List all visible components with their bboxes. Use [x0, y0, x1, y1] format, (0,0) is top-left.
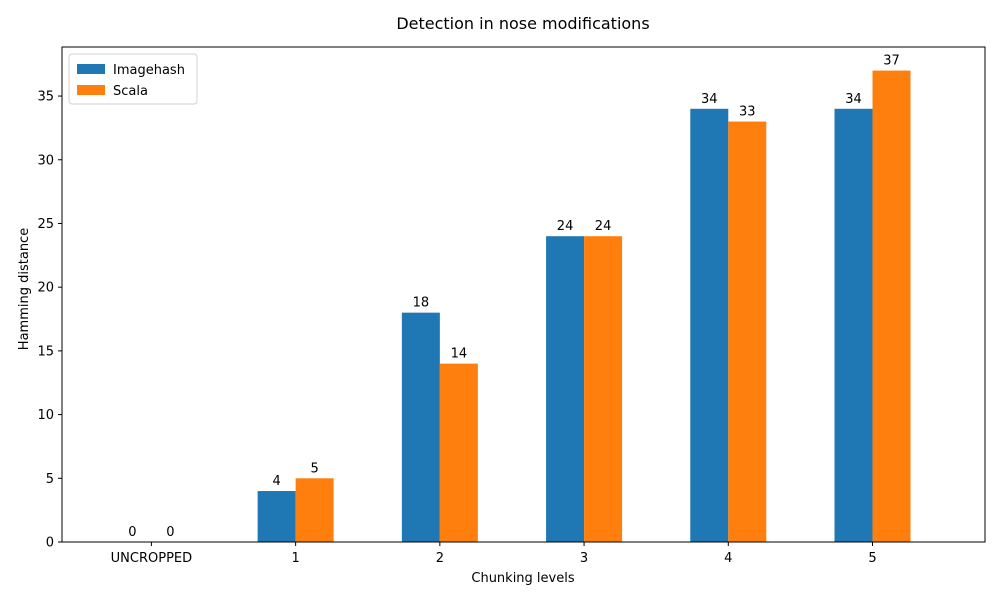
data-label-imagehash-5: 34: [845, 92, 862, 107]
bar-scala-3: [584, 236, 623, 542]
data-label-scala-3: 24: [595, 219, 612, 234]
data-label-scala-5: 37: [883, 54, 900, 69]
bar-scala-5: [872, 70, 911, 543]
data-label-scala-2: 14: [451, 347, 468, 362]
y-tick-label: 0: [46, 536, 54, 551]
bars-layer: [257, 70, 911, 543]
y-tick-label: 15: [37, 344, 54, 359]
legend-label-scala: Scala: [113, 84, 148, 99]
bar-imagehash-3: [546, 236, 585, 542]
legend-swatch-scala: [77, 85, 105, 95]
legend-swatch-imagehash: [77, 64, 105, 74]
y-tick-label: 30: [37, 153, 54, 168]
data-label-scala-uncropped: 0: [166, 525, 174, 540]
y-tick-label: 25: [37, 217, 54, 232]
bar-scala-2: [439, 363, 478, 542]
bar-scala-1: [295, 478, 334, 542]
data-label-imagehash-2: 18: [413, 296, 430, 311]
x-tick-label: UNCROPPED: [111, 551, 193, 566]
data-label-imagehash-3: 24: [557, 219, 574, 234]
x-tick-label: 1: [291, 551, 299, 566]
x-axis-label: Chunking levels: [471, 571, 574, 586]
y-axis-label: Hamming distance: [17, 228, 32, 350]
bar-imagehash-4: [690, 108, 729, 543]
x-tick-label: 4: [724, 551, 732, 566]
y-tick-label: 35: [37, 90, 54, 105]
data-label-imagehash-1: 4: [272, 474, 280, 489]
data-labels-layer: 0 4 18 24 34 34 0 5 14 24 33 37: [128, 54, 900, 540]
y-tick-label: 20: [37, 281, 54, 296]
bar-imagehash-2: [401, 312, 440, 542]
legend: Imagehash Scala: [68, 53, 198, 105]
plot-frame: [61, 46, 986, 543]
chart-title: Detection in nose modifications: [396, 14, 649, 33]
legend-label-imagehash: Imagehash: [113, 63, 185, 78]
bar-imagehash-1: [257, 491, 296, 542]
x-tick-label: 5: [868, 551, 876, 566]
x-tick-label: 3: [580, 551, 588, 566]
data-label-imagehash-4: 34: [701, 92, 718, 107]
bar-imagehash-5: [834, 108, 873, 543]
data-label-scala-4: 33: [739, 105, 756, 120]
data-label-scala-1: 5: [310, 461, 318, 476]
y-tick-label: 10: [37, 408, 54, 423]
data-label-imagehash-uncropped: 0: [128, 525, 136, 540]
x-tick-label: 2: [436, 551, 444, 566]
y-tick-label: 5: [46, 472, 54, 487]
bar-scala-4: [728, 121, 767, 542]
